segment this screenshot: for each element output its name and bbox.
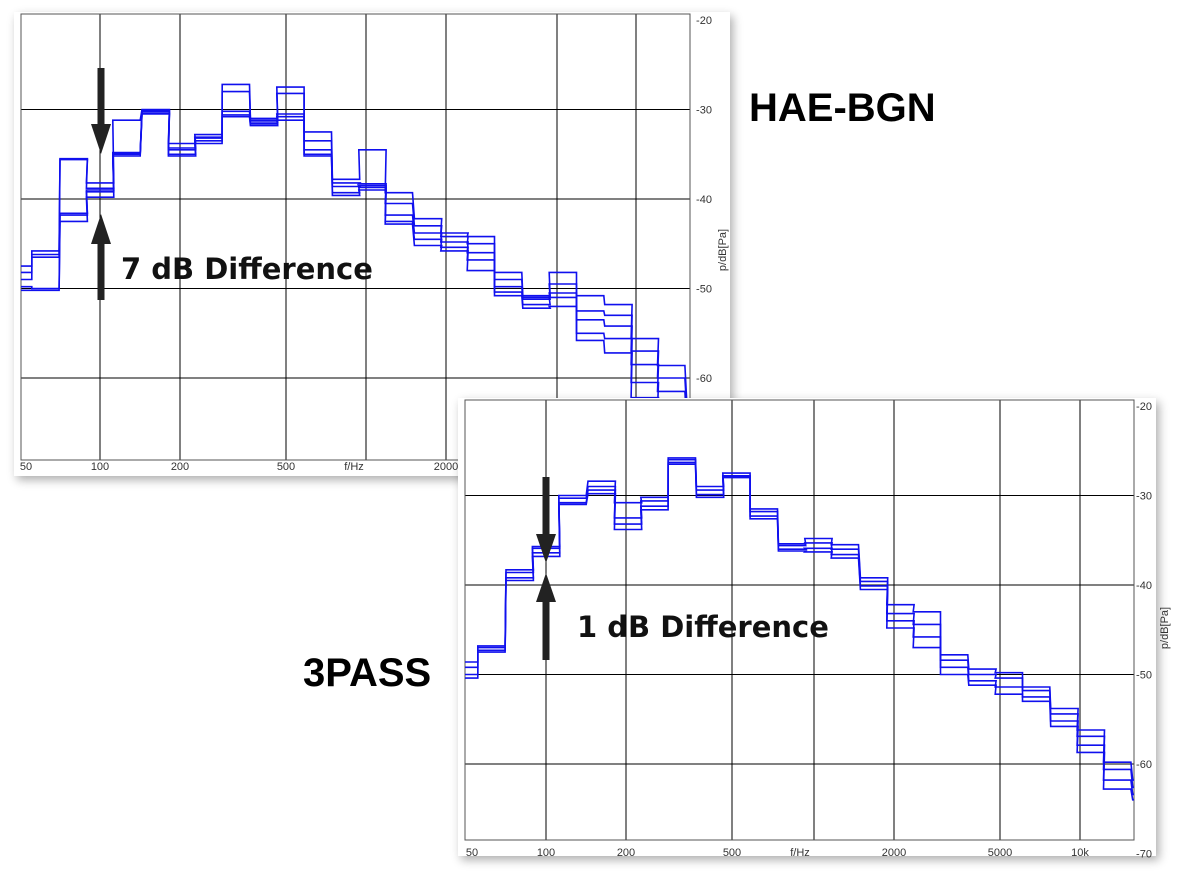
3pass-x-tick-label-1: 100 [537, 847, 555, 859]
hae-bgn-x-tick-label-3: 500 [277, 461, 295, 473]
3pass-series-line-1 [465, 458, 1134, 789]
3pass-y-tick-label-1: -30 [1136, 491, 1152, 503]
3pass-plot-frame [464, 399, 1135, 841]
3pass-chart-panel: 50 100 200 500 f/Hz 2000 5000 10k -20 -30 -40 -50 -6… [458, 398, 1171, 861]
3pass-x-tick-label-2: 200 [617, 847, 635, 859]
hae-bgn-y-axis-labels: -20 -30 -40 -50 -60 [696, 15, 712, 385]
hae-bgn-series-line-3 [21, 112, 690, 442]
hae-bgn-y-tick-label-1: -30 [696, 105, 712, 117]
3pass-series-line-2 [465, 461, 1134, 796]
hae-bgn-down-arrow-head [91, 124, 111, 154]
hae-bgn-x-tick-label-2: 200 [171, 461, 189, 473]
3pass-x-tick-label-7: 10k [1071, 847, 1089, 859]
hae-bgn-series-line-2 [21, 110, 690, 424]
hae-bgn-title: HAE-BGN [749, 86, 936, 130]
hae-bgn-series-group [21, 83, 690, 460]
hae-bgn-x-tick-label-1: 100 [91, 461, 109, 473]
3pass-y-axis-labels: -20 -30 -40 -50 -60 -70 [1136, 401, 1152, 861]
3pass-title: 3PASS [303, 651, 432, 695]
3pass-y-tick-label-4: -60 [1136, 759, 1152, 771]
hae-bgn-y-axis-title: p/dB[Pa] [717, 229, 729, 271]
3pass-y-tick-label-5: -70 [1136, 849, 1152, 861]
hae-bgn-plot-frame [20, 13, 691, 461]
hae-bgn-y-tick-label-3: -50 [696, 284, 712, 296]
hae-bgn-difference-label: 7 dB Difference [121, 252, 373, 286]
3pass-x-tick-label-5: 2000 [882, 847, 906, 859]
3pass-series-line-3 [465, 463, 1134, 801]
3pass-x-axis-labels: 50 100 200 500 f/Hz 2000 5000 10k [466, 847, 1089, 859]
3pass-series-group [465, 457, 1134, 801]
hae-bgn-difference-arrows [91, 68, 111, 300]
3pass-y-tick-label-0: -20 [1136, 401, 1152, 413]
hae-bgn-series-line-0 [21, 83, 690, 402]
hae-bgn-series-line-4 [21, 113, 690, 460]
hae-bgn-x-tick-label-0: 50 [20, 461, 32, 473]
hae-bgn-series-line-1 [21, 90, 690, 411]
hae-bgn-up-arrow-head [91, 214, 111, 244]
3pass-difference-label: 1 dB Difference [577, 610, 829, 644]
3pass-series-line-0 [465, 457, 1134, 781]
3pass-down-arrow-head [536, 534, 556, 563]
3pass-y-axis-title: p/dB[Pa] [1159, 607, 1171, 649]
hae-bgn-grid [21, 14, 690, 460]
hae-bgn-x-axis-labels: 50 100 200 500 f/Hz 2000 [20, 461, 458, 473]
hae-bgn-y-tick-label-2: -40 [696, 194, 712, 206]
3pass-x-tick-label-6: 5000 [988, 847, 1012, 859]
3pass-x-tick-label-3: 500 [723, 847, 741, 859]
hae-bgn-spectrum-chart: 50 100 200 500 f/Hz 2000 -20 -30 -40 -50 -60 p/dB[P… [20, 13, 729, 473]
3pass-y-tick-label-2: -40 [1136, 580, 1152, 592]
3pass-up-arrow-head [536, 573, 556, 602]
hae-bgn-x-axis-title: f/Hz [344, 461, 364, 473]
hae-bgn-y-tick-label-4: -60 [696, 373, 712, 385]
3pass-x-tick-label-0: 50 [466, 847, 478, 859]
3pass-x-axis-title: f/Hz [790, 847, 810, 859]
hae-bgn-chart-panel: 50 100 200 500 f/Hz 2000 -20 -30 -40 -50 -60 p/dB[P… [14, 12, 730, 476]
3pass-y-tick-label-3: -50 [1136, 670, 1152, 682]
3pass-difference-arrows [536, 477, 556, 660]
hae-bgn-x-tick-label-5: 2000 [434, 461, 458, 473]
hae-bgn-y-tick-label-0: -20 [696, 15, 712, 27]
